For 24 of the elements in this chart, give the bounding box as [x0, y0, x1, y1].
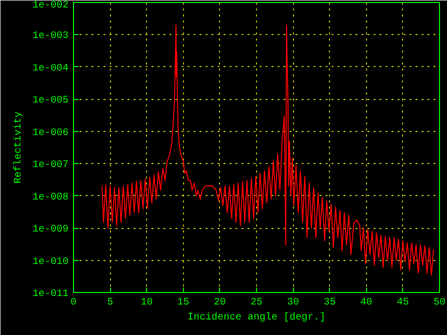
x-tick-label: 50 [434, 298, 446, 308]
y-tick-label: 1e-004 [32, 63, 69, 74]
x-tick-label: 35 [324, 298, 336, 308]
line-series [102, 24, 434, 276]
y-tick-label: 1e-007 [32, 160, 69, 172]
y-tick-label: 1e-011 [32, 289, 69, 300]
y-tick-label: 1e-010 [32, 256, 69, 268]
x-tick-label: 20 [214, 298, 226, 308]
y-tick-label: 1e-002 [32, 0, 69, 12]
x-tick-label: 0 [70, 298, 77, 308]
y-tick-label: 1e-006 [32, 128, 69, 139]
y-tick-label: 1e-008 [32, 192, 69, 204]
x-tick-label: 45 [396, 298, 409, 308]
y-tick-label: 1e-003 [32, 31, 69, 42]
x-tick-label: 40 [360, 298, 372, 308]
x-axis-title: Incidence angle [degr.] [187, 312, 326, 324]
x-tick-label: 5 [107, 298, 114, 308]
y-axis-title: Reflectivity [12, 111, 24, 184]
x-tick-label: 25 [250, 298, 263, 308]
y-tick-label: 1e-009 [32, 224, 69, 236]
x-tick-label: 15 [177, 298, 190, 308]
x-tick-label: 10 [140, 298, 153, 308]
y-tick-label: 1e-005 [32, 96, 69, 107]
x-tick-label: 30 [287, 298, 300, 308]
